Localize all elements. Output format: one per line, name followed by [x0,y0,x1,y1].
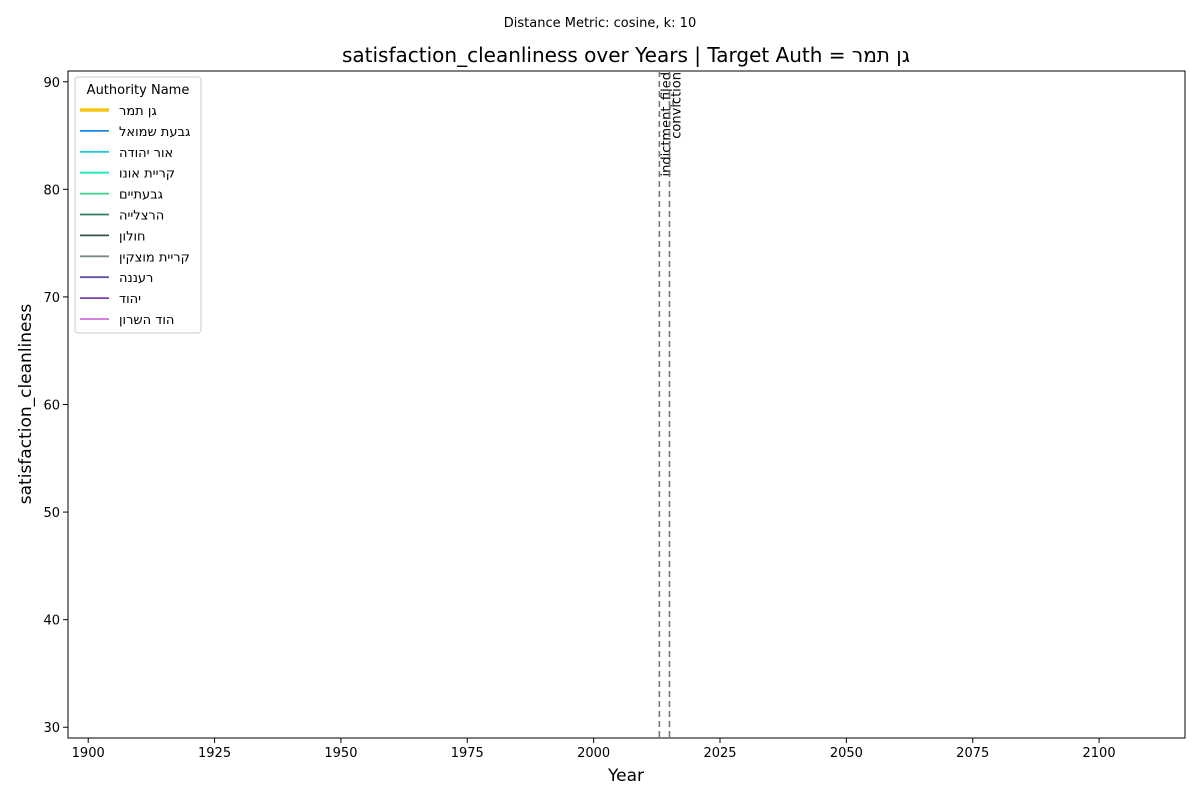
y-tick-label: 30 [43,721,60,736]
plot-area: 1900 1925 1950 1975 2000 2025 2050 2075 2100 30 40… [43,70,1186,761]
chart-title: satisfaction_cleanliness over Years | Ta… [342,43,910,67]
legend-entry-label: גבעתיים [119,188,163,203]
legend-entry-label: הרצלייה [119,209,164,224]
y-tick-label: 40 [43,614,60,629]
legend-entry-label: הוד השרון [119,313,174,328]
x-axis-label: Year [607,766,644,786]
legend-entry-label: גן תמר [119,104,157,119]
legend-entry-label: קריית מוצקין [119,250,190,265]
event-label-indictment-filed: indictment_filed [659,72,674,177]
y-tick-label: 90 [43,76,60,91]
y-tick-label: 70 [43,291,60,306]
legend-entry-label: חולון [119,229,146,244]
x-tick-label: 1925 [198,746,231,761]
x-tick-label: 1900 [72,746,105,761]
y-axis-label: satisfaction_cleanliness [16,304,36,505]
x-tick-label: 2050 [830,746,863,761]
legend-entry-label: גבעת שמואל [119,125,190,140]
legend: Authority Name גן תמר גבעת שמואל אור יהודה ק… [74,76,202,334]
x-tick-label: 1950 [324,746,357,761]
legend-entry-label: אור יהודה [119,146,173,161]
chart-suptitle: Distance Metric: cosine, k: 10 [504,16,696,31]
x-tick-label: 2000 [577,746,610,761]
legend-box [74,76,202,334]
event-label-conviction: conviction [669,72,684,139]
y-tick-label: 50 [43,506,60,521]
x-tick-label: 1975 [451,746,484,761]
y-tick-label: 60 [43,399,60,414]
y-tick-label: 80 [43,183,60,198]
legend-title: Authority Name [87,83,190,98]
plot-frame [67,70,1186,739]
x-tick-label: 2025 [703,746,736,761]
legend-entry-label: יהוד [119,292,141,307]
legend-entry-label: רעננה [119,271,153,286]
legend-entry-label: קריית אונו [119,167,175,182]
x-tick-label: 2100 [1083,746,1116,761]
x-tick-label: 2075 [956,746,989,761]
